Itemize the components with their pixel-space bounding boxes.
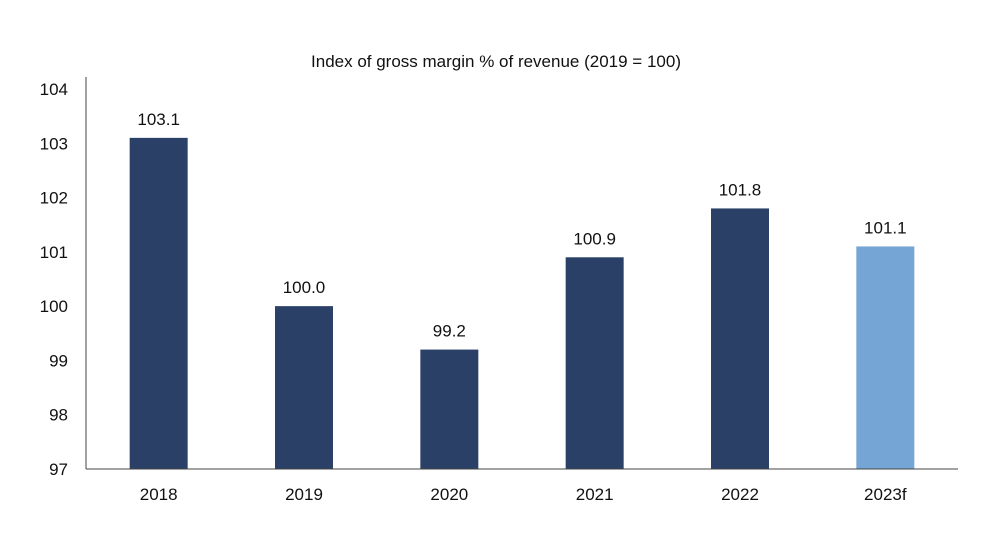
x-tick-label-2019: 2019: [285, 485, 323, 504]
value-label-2020: 99.2: [433, 322, 466, 341]
value-labels-group: 103.1 100.0 99.2 100.9 101.8 101.1: [137, 110, 906, 341]
x-tick-label-2020: 2020: [430, 485, 468, 504]
value-label-2018: 103.1: [137, 110, 180, 129]
bar-2021: [565, 257, 624, 469]
value-label-2019: 100.0: [283, 278, 326, 297]
x-tick-label-2023f: 2023f: [864, 485, 907, 504]
x-axis-labels: 2018 2019 2020 2021 2022 2023f: [140, 485, 907, 504]
chart-title: Index of gross margin % of revenue (2019…: [311, 52, 681, 71]
x-tick-label-2018: 2018: [140, 485, 178, 504]
bars-group: [129, 137, 915, 469]
y-tick-label: 98: [49, 406, 68, 425]
value-label-2023f: 101.1: [864, 218, 907, 237]
y-tick-label: 97: [49, 460, 68, 479]
y-tick-label: 100: [40, 297, 68, 316]
y-tick-label: 99: [49, 351, 68, 370]
y-tick-label: 103: [40, 134, 68, 153]
x-tick-label-2021: 2021: [576, 485, 614, 504]
bar-2023f: [856, 246, 915, 469]
value-label-2021: 100.9: [573, 229, 616, 248]
y-axis-ticks: 97 98 99 100 101 102 103 104: [40, 80, 68, 479]
value-label-2022: 101.8: [719, 180, 762, 199]
y-tick-label: 104: [40, 80, 68, 99]
bar-2022: [711, 208, 769, 469]
bar-2020: [420, 349, 479, 469]
bar-2018: [129, 137, 188, 469]
y-tick-label: 102: [40, 189, 68, 208]
x-tick-label-2022: 2022: [721, 485, 759, 504]
bar-2019: [275, 306, 333, 469]
y-tick-label: 101: [40, 243, 68, 262]
